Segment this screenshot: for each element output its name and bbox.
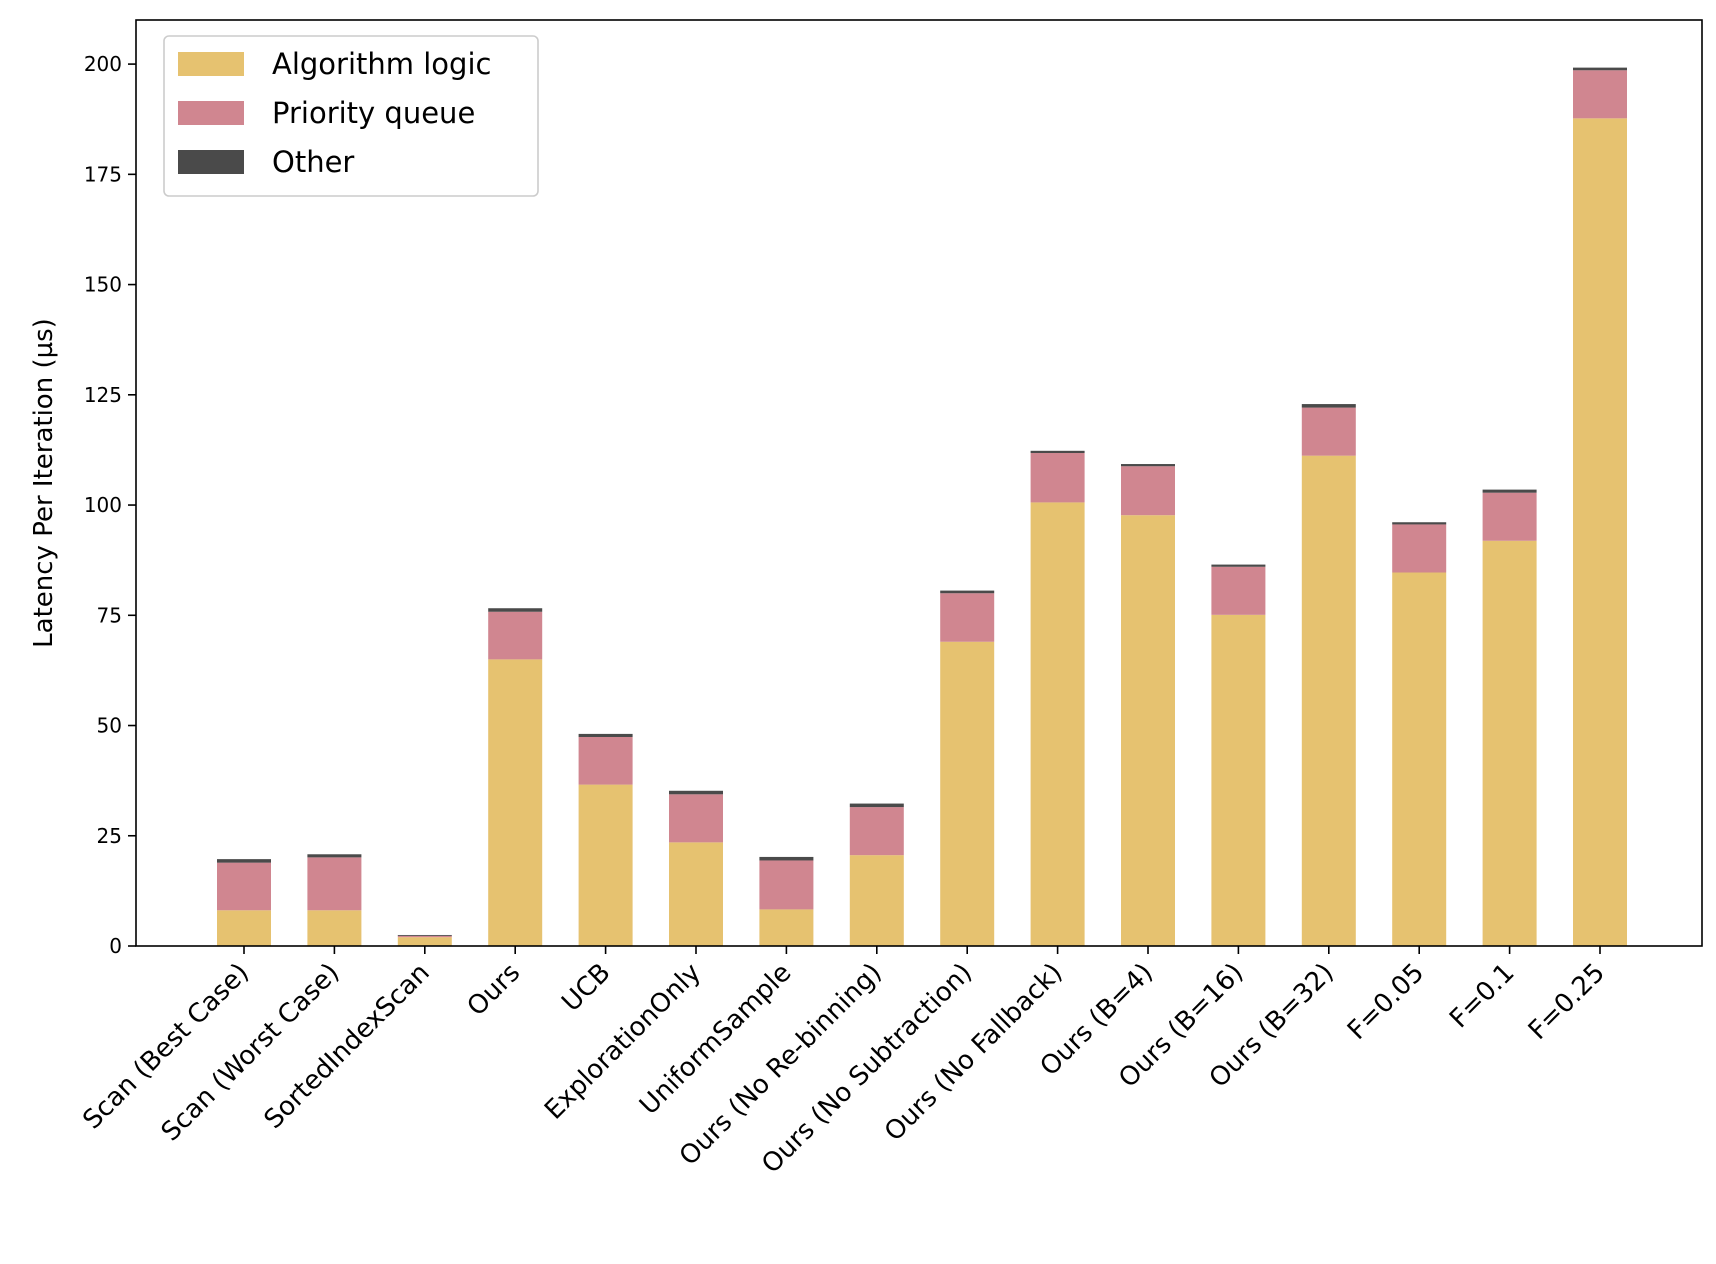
bar-segment [1301,407,1356,456]
bar-segment [1482,540,1537,946]
y-tick-label: 0 [109,934,122,958]
bar-segment [1573,67,1627,71]
y-tick-label: 200 [84,52,122,76]
bar-segment [578,784,633,946]
y-tick-label: 25 [97,824,122,848]
bar-segment [1482,489,1537,493]
bar-segment [1392,522,1447,525]
bar-segment [1211,614,1266,946]
bar-segment [1392,572,1447,946]
y-tick-label: 125 [84,383,122,407]
legend-swatch [178,150,244,174]
bar-segment [1301,455,1356,946]
bar-segment [940,590,995,594]
bar-segment [307,854,362,858]
legend-label: Priority queue [272,96,475,130]
bar-segment [669,790,723,795]
bar-segment [397,937,452,946]
bar-segment [759,860,814,910]
bar-segment [488,611,543,660]
bar-segment [1482,492,1537,541]
bar-segment [307,910,362,946]
plot-frame [135,19,1703,947]
legend-label: Algorithm logic [272,47,491,81]
bar-segment [217,862,271,911]
legend-box [163,35,539,197]
bar-segment [1121,515,1175,946]
y-tick-label: 150 [84,273,122,297]
bar-segment [849,807,904,856]
bar-segment [1573,118,1627,946]
y-tick-label: 50 [97,714,122,738]
bar-segment [940,593,995,642]
bar-segment [488,608,543,612]
bar-segment [1030,453,1085,503]
bars-group [217,67,1627,946]
y-axis-title: Latency Per Iteration (µs) [29,318,59,648]
bar-segment [669,794,723,843]
bar-segment [397,935,452,938]
legend-swatch [178,101,244,125]
bar-segment [488,659,543,946]
bar-segment [1301,404,1356,408]
legend: Algorithm logic Priority queue Other [163,35,539,197]
legend-label: Other [272,145,354,179]
bar-segment [1030,450,1085,454]
bar-segment [1121,464,1175,467]
y-tick-label: 75 [97,603,122,627]
y-axis: 0 25 50 75 100 125 150 175 200 [84,52,136,958]
bar-segment [397,934,452,936]
bar-segment [578,733,633,737]
y-tick-label: 100 [84,493,122,517]
bar-segment [578,736,633,785]
bar-segment [1121,466,1175,516]
bar-segment [217,859,271,863]
bar-segment [849,855,904,946]
bar-segment [849,803,904,808]
bar-segment [759,856,814,861]
bar-segment [759,909,814,946]
bar-segment [1573,70,1627,119]
bar-segment [940,641,995,946]
bar-segment [217,910,271,946]
bar-segment [1030,502,1085,946]
bar-segment [669,842,723,946]
bar-segment [307,857,362,911]
y-tick-label: 175 [84,162,122,186]
bar-segment [1392,524,1447,573]
legend-swatch [178,52,244,76]
bar-segment [1211,566,1266,615]
bar-segment [1211,564,1266,567]
